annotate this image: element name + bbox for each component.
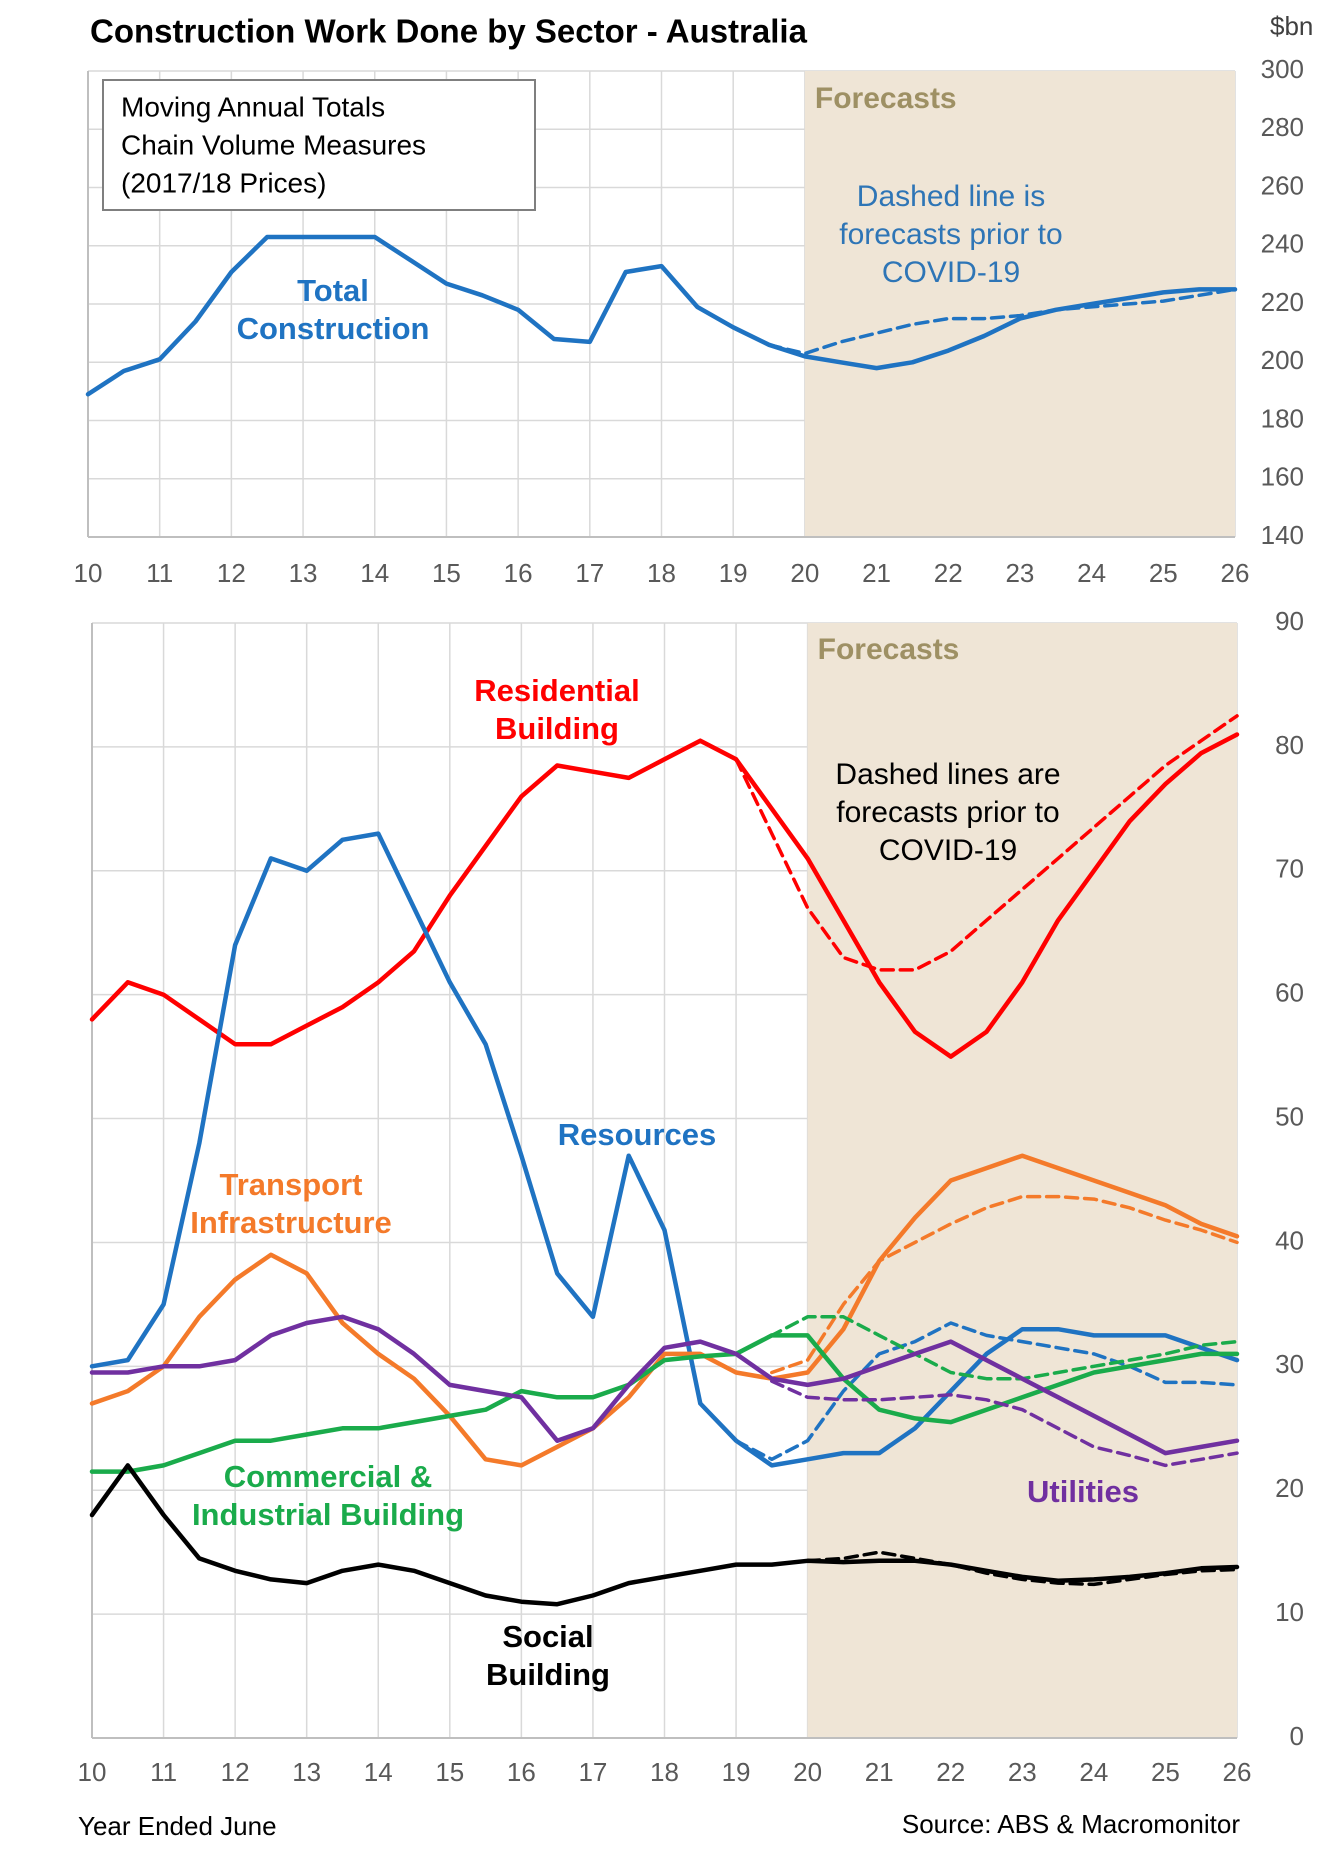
x-tick-label: 18	[650, 1757, 679, 1787]
series-label: Transport Infrastructure	[190, 1167, 392, 1240]
x-tick-label: 12	[221, 1757, 250, 1787]
note-line: (2017/18 Prices)	[121, 167, 326, 198]
y-tick-label: 80	[1275, 730, 1304, 760]
x-tick-label: 24	[1079, 1757, 1108, 1787]
x-tick-label: 19	[719, 558, 748, 588]
dashed-line	[734, 714, 1239, 972]
y-tick-label: 70	[1275, 854, 1304, 884]
dashed-line	[734, 1315, 1239, 1381]
x-tick-label: 25	[1151, 1757, 1180, 1787]
line	[85, 234, 1238, 397]
x-tick-label: 11	[150, 1757, 177, 1787]
x-tick-label: 10	[74, 558, 103, 588]
x-tick-label: 17	[578, 1757, 607, 1787]
x-tick-label: 26	[1223, 1757, 1252, 1787]
annotation: Dashed lines are forecasts prior to COVI…	[835, 758, 1061, 867]
dashed-line	[767, 287, 1237, 356]
x-tick-label: 21	[862, 558, 891, 588]
y-tick-label: 160	[1261, 462, 1304, 492]
x-tick-label: 23	[1005, 558, 1034, 588]
y-tick-label: 50	[1275, 1101, 1304, 1131]
y-tick-label: 240	[1261, 229, 1304, 259]
annotation: Dashed line is forecasts prior to COVID-…	[839, 180, 1063, 289]
dashed-line	[805, 1550, 1239, 1587]
series-label: Utilities	[1027, 1474, 1139, 1509]
series-label: Commercial & Industrial Building	[191, 1459, 465, 1532]
y-tick-label: 60	[1275, 978, 1304, 1008]
dashed-line	[770, 1194, 1239, 1375]
x-tick-label: 11	[146, 558, 173, 588]
x-tick-label: 13	[289, 558, 318, 588]
x-tick-label: 20	[793, 1757, 822, 1787]
y-tick-label: 300	[1261, 54, 1304, 84]
x-tick-label: 13	[292, 1757, 321, 1787]
x-tick-label: 18	[647, 558, 676, 588]
x-tick-label: 10	[78, 1757, 107, 1787]
note-box	[102, 79, 536, 211]
y-tick-label: 220	[1261, 287, 1304, 317]
x-axis-label: Year Ended June	[78, 1811, 277, 1841]
y-tick-label: 260	[1261, 170, 1304, 200]
line	[89, 1314, 1240, 1456]
x-tick-label: 14	[364, 1757, 393, 1787]
series-label: Social Building	[486, 1619, 610, 1692]
line	[89, 732, 1240, 1059]
y-tick-label: 180	[1261, 403, 1304, 433]
y-tick-label: 0	[1290, 1721, 1304, 1751]
forecast-shade	[807, 623, 1237, 1738]
line	[89, 1153, 1240, 1468]
x-tick-label: 19	[722, 1757, 751, 1787]
y-tick-label: 30	[1275, 1349, 1304, 1379]
x-tick-label: 25	[1149, 558, 1178, 588]
x-tick-label: 14	[360, 558, 389, 588]
x-tick-label: 22	[936, 1757, 965, 1787]
x-tick-label: 16	[504, 558, 533, 588]
forecast-label: Forecasts	[815, 82, 957, 115]
x-tick-label: 26	[1221, 558, 1250, 588]
y-tick-label: 200	[1261, 345, 1304, 375]
dashed-line	[770, 1379, 1239, 1468]
line	[89, 1463, 1240, 1607]
dashed-line	[734, 1321, 1239, 1462]
source: Source: ABS & Macromonitor	[902, 1809, 1240, 1839]
y-tick-label: 90	[1275, 606, 1304, 636]
series-label: Residential Building	[474, 673, 640, 746]
series-label: Total Construction	[236, 273, 430, 346]
x-tick-label: 21	[865, 1757, 894, 1787]
series-label: Resources	[557, 1117, 717, 1152]
y-tick-label: 20	[1275, 1473, 1304, 1503]
y-unit: $bn	[1270, 11, 1313, 41]
forecast-label: Forecasts	[818, 633, 960, 666]
y-tick-label: 280	[1261, 112, 1304, 142]
x-tick-label: 17	[575, 558, 604, 588]
x-tick-label: 15	[435, 1757, 464, 1787]
x-tick-label: 22	[934, 558, 963, 588]
x-tick-label: 20	[790, 558, 819, 588]
note-line: Moving Annual Totals	[121, 91, 385, 122]
x-tick-label: 23	[1008, 1757, 1037, 1787]
x-tick-label: 16	[507, 1757, 536, 1787]
forecast-shade	[804, 71, 1235, 537]
note-line: Chain Volume Measures	[121, 129, 426, 160]
x-tick-label: 12	[217, 558, 246, 588]
x-tick-label: 15	[432, 558, 461, 588]
line	[89, 831, 1240, 1468]
y-tick-label: 10	[1275, 1597, 1304, 1627]
chart-title: Construction Work Done by Sector - Austr…	[90, 13, 808, 50]
x-tick-label: 24	[1077, 558, 1106, 588]
y-tick-label: 40	[1275, 1225, 1304, 1255]
y-tick-label: 140	[1261, 520, 1304, 550]
